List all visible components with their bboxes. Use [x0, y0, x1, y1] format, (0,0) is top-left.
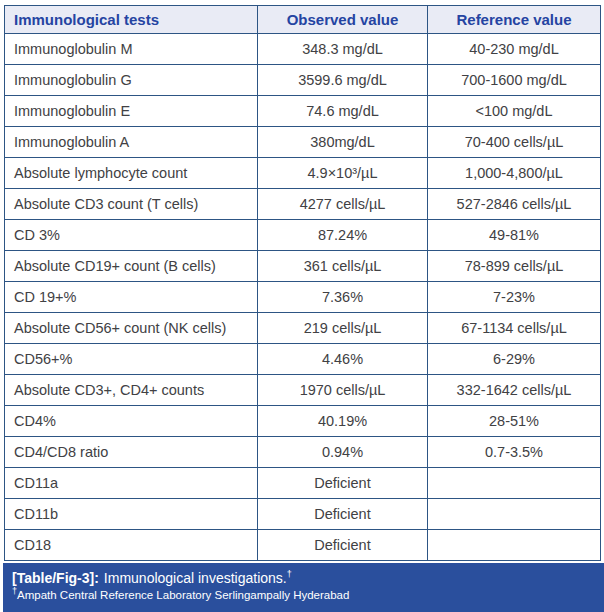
cell-reference-value: 332-1642 cells/µL: [428, 375, 601, 406]
cell-observed-value: 380mg/dL: [258, 127, 428, 158]
cell-reference-value: 49-81%: [428, 220, 601, 251]
cell-test-name: CD18: [5, 530, 258, 561]
immunology-results-table: Immunological tests Observed value Refer…: [4, 5, 601, 561]
cell-reference-value: 700-1600 mg/dL: [428, 65, 601, 96]
cell-observed-value: 3599.6 mg/dL: [258, 65, 428, 96]
cell-test-name: Absolute lymphocyte count: [5, 158, 258, 189]
header-row: Immunological tests Observed value Refer…: [5, 6, 601, 34]
cell-observed-value: 1970 cells/µL: [258, 375, 428, 406]
cell-reference-value: 78-899 cells/µL: [428, 251, 601, 282]
cell-test-name: CD11a: [5, 468, 258, 499]
cell-observed-value: Deficient: [258, 530, 428, 561]
table-row: CD56+% 4.46% 6-29%: [5, 344, 601, 375]
column-header-observed-value: Observed value: [258, 6, 428, 34]
table-row: CD4% 40.19% 28-51%: [5, 406, 601, 437]
table-row: Absolute lymphocyte count 4.9×10³/µL 1,0…: [5, 158, 601, 189]
cell-test-name: Absolute CD3 count (T cells): [5, 189, 258, 220]
cell-test-name: Immunoglobulin M: [5, 34, 258, 65]
cell-reference-value: 0.7-3.5%: [428, 437, 601, 468]
cell-observed-value: 7.36%: [258, 282, 428, 313]
cell-reference-value: [428, 499, 601, 530]
cell-test-name: CD4%: [5, 406, 258, 437]
cell-observed-value: 4.46%: [258, 344, 428, 375]
cell-reference-value: 7-23%: [428, 282, 601, 313]
cell-reference-value: <100 mg/dL: [428, 96, 601, 127]
cell-observed-value: 4277 cells/µL: [258, 189, 428, 220]
cell-reference-value: 70-400 cells/µL: [428, 127, 601, 158]
cell-reference-value: 67-1134 cells/µL: [428, 313, 601, 344]
cell-observed-value: 74.6 mg/dL: [258, 96, 428, 127]
caption-dagger: †: [287, 569, 292, 579]
cell-test-name: CD56+%: [5, 344, 258, 375]
cell-reference-value: 6-29%: [428, 344, 601, 375]
paper-table-figure: Immunological tests Observed value Refer…: [0, 0, 604, 612]
table-row: Immunoglobulin E 74.6 mg/dL <100 mg/dL: [5, 96, 601, 127]
cell-observed-value: 87.24%: [258, 220, 428, 251]
table-row: Absolute CD3+, CD4+ counts 1970 cells/µL…: [5, 375, 601, 406]
cell-test-name: CD11b: [5, 499, 258, 530]
caption-label: [Table/Fig-3]:: [12, 570, 99, 586]
footnote-text: Ampath Central Reference Laboratory Serl…: [17, 589, 349, 601]
cell-test-name: CD 3%: [5, 220, 258, 251]
table-row: Absolute CD56+ count (NK cells) 219 cell…: [5, 313, 601, 344]
cell-reference-value: 527-2846 cells/µL: [428, 189, 601, 220]
cell-reference-value: 1,000-4,800/µL: [428, 158, 601, 189]
cell-observed-value: 0.94%: [258, 437, 428, 468]
cell-observed-value: 348.3 mg/dL: [258, 34, 428, 65]
caption-text: Immunological investigations.: [104, 570, 287, 586]
cell-observed-value: Deficient: [258, 499, 428, 530]
table-row: Immunoglobulin M 348.3 mg/dL 40-230 mg/d…: [5, 34, 601, 65]
table-row: CD18 Deficient: [5, 530, 601, 561]
table-row: CD4/CD8 ratio 0.94% 0.7-3.5%: [5, 437, 601, 468]
cell-observed-value: 40.19%: [258, 406, 428, 437]
cell-test-name: CD4/CD8 ratio: [5, 437, 258, 468]
caption-footnote-line: †Ampath Central Reference Laboratory Ser…: [12, 588, 595, 603]
table-row: Absolute CD3 count (T cells) 4277 cells/…: [5, 189, 601, 220]
column-header-reference-value: Reference value: [428, 6, 601, 34]
cell-test-name: Immunoglobulin G: [5, 65, 258, 96]
table-row: Immunoglobulin G 3599.6 mg/dL 700-1600 m…: [5, 65, 601, 96]
cell-reference-value: [428, 468, 601, 499]
cell-reference-value: [428, 530, 601, 561]
cell-observed-value: 4.9×10³/µL: [258, 158, 428, 189]
cell-test-name: Absolute CD56+ count (NK cells): [5, 313, 258, 344]
cell-reference-value: 40-230 mg/dL: [428, 34, 601, 65]
cell-observed-value: Deficient: [258, 468, 428, 499]
table-row: CD11b Deficient: [5, 499, 601, 530]
cell-test-name: Absolute CD19+ count (B cells): [5, 251, 258, 282]
cell-test-name: Absolute CD3+, CD4+ counts: [5, 375, 258, 406]
table-row: CD 3% 87.24% 49-81%: [5, 220, 601, 251]
caption-title-line: [Table/Fig-3]: Immunological investigatio…: [12, 569, 595, 587]
table-caption-bar: [Table/Fig-3]: Immunological investigatio…: [3, 563, 604, 612]
cell-test-name: Immunoglobulin A: [5, 127, 258, 158]
cell-observed-value: 361 cells/µL: [258, 251, 428, 282]
cell-observed-value: 219 cells/µL: [258, 313, 428, 344]
column-header-tests: Immunological tests: [5, 6, 258, 34]
cell-test-name: Immunoglobulin E: [5, 96, 258, 127]
table-row: CD 19+% 7.36% 7-23%: [5, 282, 601, 313]
cell-reference-value: 28-51%: [428, 406, 601, 437]
cell-test-name: CD 19+%: [5, 282, 258, 313]
table-row: Absolute CD19+ count (B cells) 361 cells…: [5, 251, 601, 282]
table-row: CD11a Deficient: [5, 468, 601, 499]
table-row: Immunoglobulin A 380mg/dL 70-400 cells/µ…: [5, 127, 601, 158]
